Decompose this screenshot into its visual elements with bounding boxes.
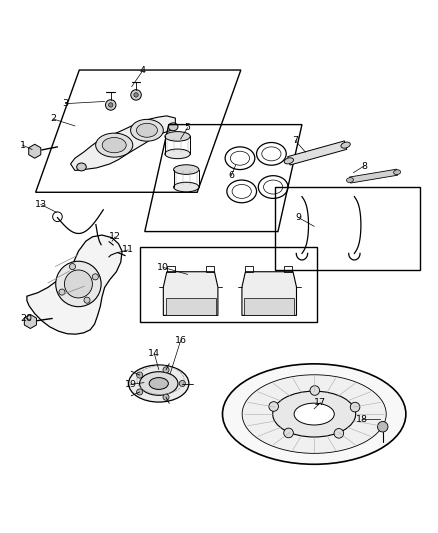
Ellipse shape: [394, 169, 401, 175]
Polygon shape: [27, 235, 122, 334]
Text: 5: 5: [184, 123, 191, 132]
Polygon shape: [242, 272, 297, 316]
Polygon shape: [29, 144, 41, 158]
Text: 9: 9: [296, 213, 301, 222]
Ellipse shape: [173, 165, 199, 174]
Polygon shape: [166, 298, 216, 316]
Ellipse shape: [149, 377, 168, 390]
Ellipse shape: [95, 133, 133, 157]
Ellipse shape: [341, 142, 350, 148]
Ellipse shape: [165, 132, 190, 141]
Ellipse shape: [173, 182, 199, 192]
Text: 13: 13: [35, 200, 47, 209]
Circle shape: [137, 389, 143, 395]
Text: 1: 1: [20, 141, 25, 150]
Circle shape: [64, 270, 92, 298]
Ellipse shape: [77, 163, 86, 171]
Ellipse shape: [140, 372, 178, 395]
Text: 7: 7: [293, 136, 298, 146]
Circle shape: [378, 422, 388, 432]
Circle shape: [131, 90, 141, 100]
Text: 17: 17: [314, 398, 326, 407]
Bar: [284, 265, 292, 272]
Bar: [245, 265, 253, 272]
Ellipse shape: [168, 123, 178, 131]
Polygon shape: [25, 314, 36, 328]
Text: 14: 14: [148, 349, 160, 358]
Circle shape: [70, 263, 75, 270]
Bar: [206, 265, 214, 272]
Circle shape: [56, 261, 101, 306]
Ellipse shape: [131, 119, 163, 141]
Circle shape: [109, 103, 113, 107]
Ellipse shape: [284, 158, 293, 164]
Ellipse shape: [102, 138, 126, 153]
Polygon shape: [288, 141, 347, 165]
Circle shape: [59, 289, 65, 295]
Circle shape: [284, 428, 293, 438]
Text: 16: 16: [175, 336, 187, 345]
Text: 2: 2: [50, 115, 56, 124]
Bar: [167, 265, 175, 272]
Polygon shape: [163, 272, 218, 316]
Circle shape: [106, 100, 116, 110]
Circle shape: [334, 429, 344, 438]
Text: 10: 10: [157, 263, 169, 272]
Text: 6: 6: [228, 171, 234, 180]
Circle shape: [92, 274, 99, 280]
Ellipse shape: [273, 391, 356, 437]
Text: 3: 3: [62, 99, 68, 108]
Circle shape: [84, 297, 90, 303]
Text: 18: 18: [356, 415, 368, 424]
Circle shape: [163, 367, 169, 373]
Text: 12: 12: [109, 232, 121, 241]
Text: 4: 4: [140, 67, 145, 75]
Circle shape: [137, 372, 143, 378]
Polygon shape: [350, 169, 398, 183]
Polygon shape: [71, 116, 175, 171]
Circle shape: [310, 386, 320, 395]
Ellipse shape: [346, 177, 353, 182]
Ellipse shape: [294, 403, 334, 425]
Ellipse shape: [129, 365, 189, 402]
Text: 19: 19: [125, 380, 137, 389]
Ellipse shape: [137, 123, 157, 138]
Circle shape: [269, 402, 279, 411]
Polygon shape: [244, 298, 294, 316]
Circle shape: [350, 402, 360, 412]
Text: 11: 11: [122, 245, 134, 254]
Text: 20: 20: [20, 313, 32, 322]
Ellipse shape: [242, 375, 386, 454]
Circle shape: [110, 241, 117, 249]
Circle shape: [134, 93, 138, 97]
Ellipse shape: [165, 149, 190, 159]
Circle shape: [179, 381, 185, 386]
Circle shape: [163, 394, 169, 400]
Text: 8: 8: [361, 161, 367, 171]
Ellipse shape: [223, 364, 406, 464]
